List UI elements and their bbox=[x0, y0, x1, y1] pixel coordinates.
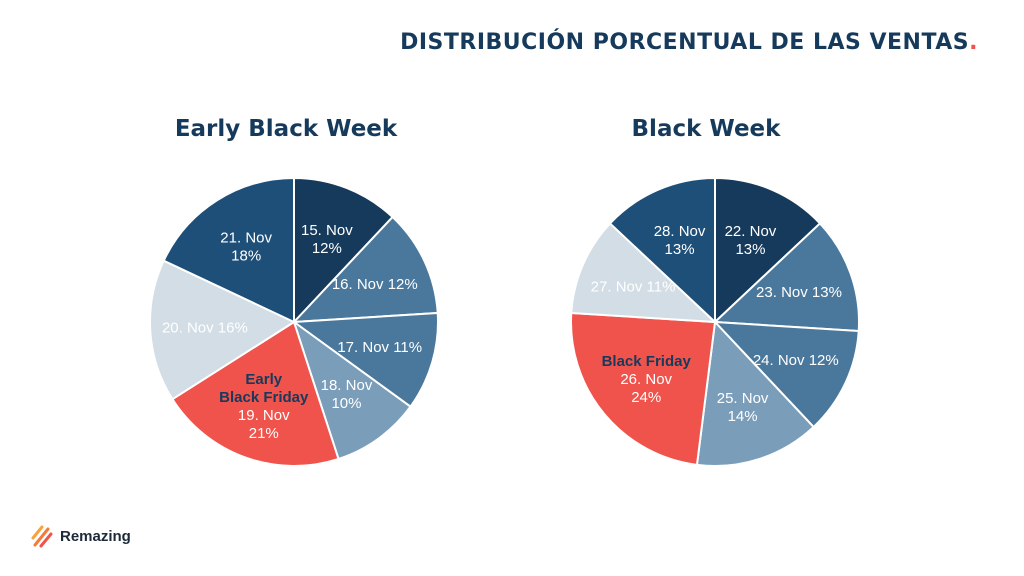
slice-data-label: 19. Nov bbox=[238, 407, 290, 424]
slice-highlight-label: Early bbox=[245, 371, 282, 388]
slice-data-label: 20. Nov 16% bbox=[162, 320, 248, 337]
slice-data-label: 10% bbox=[331, 395, 361, 412]
page-title: DISTRIBUCIÓN PORCENTUAL DE LAS VENTAS. bbox=[400, 30, 978, 55]
slice-data-label: 24. Nov 12% bbox=[753, 352, 839, 369]
slice-data-label: 12% bbox=[312, 240, 342, 257]
remazing-logo-icon bbox=[31, 525, 53, 548]
slice-data-label: 26. Nov bbox=[620, 371, 672, 388]
pie-slice-25-nov bbox=[695, 319, 815, 467]
pie-slice-16-nov bbox=[291, 215, 439, 324]
pie-slice-24-nov bbox=[712, 320, 860, 429]
slice-data-label: 27. Nov 11% bbox=[591, 279, 676, 296]
slice-highlight-label: Black Friday bbox=[602, 353, 692, 370]
pie-slice-18-nov bbox=[292, 319, 412, 461]
slice-data-label: 25. Nov bbox=[717, 390, 769, 407]
chart-title-early-black-week: Early Black Week bbox=[174, 116, 398, 142]
pie-slice-19-nov bbox=[171, 320, 340, 467]
slice-data-label: 21. Nov bbox=[220, 230, 272, 247]
pie-slice-17-nov bbox=[291, 311, 439, 409]
slice-data-label: 14% bbox=[728, 408, 758, 425]
pie-slice-22-nov bbox=[714, 176, 822, 325]
slice-data-label: 18% bbox=[231, 248, 261, 265]
slice-data-label: 23. Nov 13% bbox=[756, 284, 842, 301]
pie-slice-23-nov bbox=[712, 222, 860, 333]
pie-slice-21-nov bbox=[162, 176, 295, 324]
pie-slice-15-nov bbox=[293, 176, 394, 325]
slice-data-label: 16. Nov 12% bbox=[332, 276, 418, 293]
slice-data-label: 24% bbox=[631, 389, 661, 406]
pie-slice-20-nov bbox=[149, 259, 297, 401]
slice-data-label: 17. Nov 11% bbox=[337, 339, 422, 356]
slice-data-label: 13% bbox=[735, 241, 765, 258]
brand-logo: Remazing bbox=[30, 522, 131, 550]
slice-data-label: 15. Nov bbox=[301, 222, 353, 239]
slice-data-label: 28. Nov bbox=[654, 223, 706, 240]
slice-data-label: 22. Nov bbox=[725, 223, 777, 240]
title-dot: . bbox=[969, 30, 978, 55]
slice-highlight-label: Black Friday bbox=[219, 389, 309, 406]
page-title-text: DISTRIBUCIÓN PORCENTUAL DE LAS VENTAS bbox=[400, 30, 970, 55]
pie-slice-26-nov bbox=[570, 311, 717, 466]
pie-slice-27-nov bbox=[570, 222, 718, 324]
brand-name: Remazing bbox=[60, 527, 131, 545]
slice-data-label: 21% bbox=[249, 425, 279, 442]
chart-title-black-week: Black Week bbox=[631, 116, 781, 142]
slice-data-label: 13% bbox=[665, 241, 695, 258]
pie-slice-28-nov bbox=[608, 176, 716, 325]
slice-data-label: 18. Nov bbox=[321, 377, 373, 394]
